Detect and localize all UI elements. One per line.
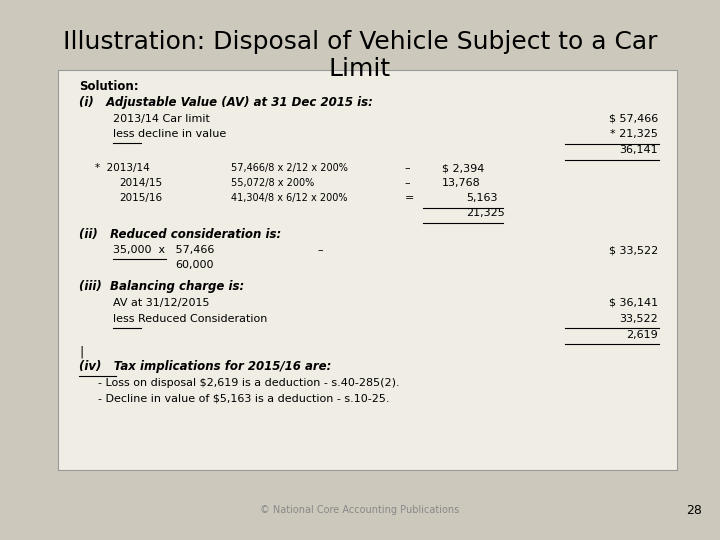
Text: 5,163: 5,163 [467, 193, 498, 203]
Text: 2015/16: 2015/16 [120, 193, 163, 203]
FancyBboxPatch shape [58, 70, 677, 470]
Text: 33,522: 33,522 [619, 314, 658, 324]
Text: less Reduced Consideration: less Reduced Consideration [113, 314, 268, 324]
Text: 2014/15: 2014/15 [120, 178, 163, 188]
Text: 35,000  x   57,466: 35,000 x 57,466 [113, 245, 215, 255]
Text: –: – [318, 245, 323, 255]
Text: $ 36,141: $ 36,141 [609, 298, 658, 308]
Text: 60,000: 60,000 [175, 260, 214, 270]
Text: $ 2,394: $ 2,394 [441, 163, 484, 173]
Text: 41,304/8 x 6/12 x 200%: 41,304/8 x 6/12 x 200% [231, 193, 348, 203]
Text: Solution:: Solution: [79, 80, 139, 93]
Text: (i)   Adjustable Value (AV) at 31 Dec 2015 is:: (i) Adjustable Value (AV) at 31 Dec 2015… [79, 97, 373, 110]
Text: 21,325: 21,325 [467, 208, 505, 218]
Text: AV at 31/12/2015: AV at 31/12/2015 [113, 298, 210, 308]
Text: - Loss on disposal $2,619 is a deduction - s.40-285(2).: - Loss on disposal $2,619 is a deduction… [98, 377, 400, 388]
Text: 2013/14 Car limit: 2013/14 Car limit [113, 114, 210, 124]
Text: 13,768: 13,768 [441, 178, 480, 188]
Text: 57,466/8 x 2/12 x 200%: 57,466/8 x 2/12 x 200% [231, 163, 348, 173]
Text: –: – [405, 178, 410, 188]
Text: * 21,325: * 21,325 [611, 129, 658, 139]
Text: less decline in value: less decline in value [113, 129, 227, 139]
Text: 36,141: 36,141 [620, 145, 658, 155]
Text: © National Core Accounting Publications: © National Core Accounting Publications [261, 505, 459, 515]
Text: |: | [79, 346, 84, 359]
Text: *  2013/14: * 2013/14 [95, 163, 150, 173]
Text: $ 33,522: $ 33,522 [609, 245, 658, 255]
Text: (iii)  Balancing charge is:: (iii) Balancing charge is: [79, 280, 245, 293]
Text: - Decline in value of $5,163 is a deduction - s.10-25.: - Decline in value of $5,163 is a deduct… [98, 394, 390, 404]
Text: –: – [405, 163, 410, 173]
Text: (iv)   Tax implications for 2015/16 are:: (iv) Tax implications for 2015/16 are: [79, 360, 332, 373]
Text: Limit: Limit [329, 57, 391, 80]
Text: Illustration: Disposal of Vehicle Subject to a Car: Illustration: Disposal of Vehicle Subjec… [63, 30, 657, 53]
Text: =: = [405, 193, 414, 203]
Text: (ii)   Reduced consideration is:: (ii) Reduced consideration is: [79, 227, 282, 240]
Text: $ 57,466: $ 57,466 [609, 114, 658, 124]
Text: 2,619: 2,619 [626, 330, 658, 340]
Text: 28: 28 [686, 504, 702, 517]
Text: 55,072/8 x 200%: 55,072/8 x 200% [231, 178, 314, 188]
